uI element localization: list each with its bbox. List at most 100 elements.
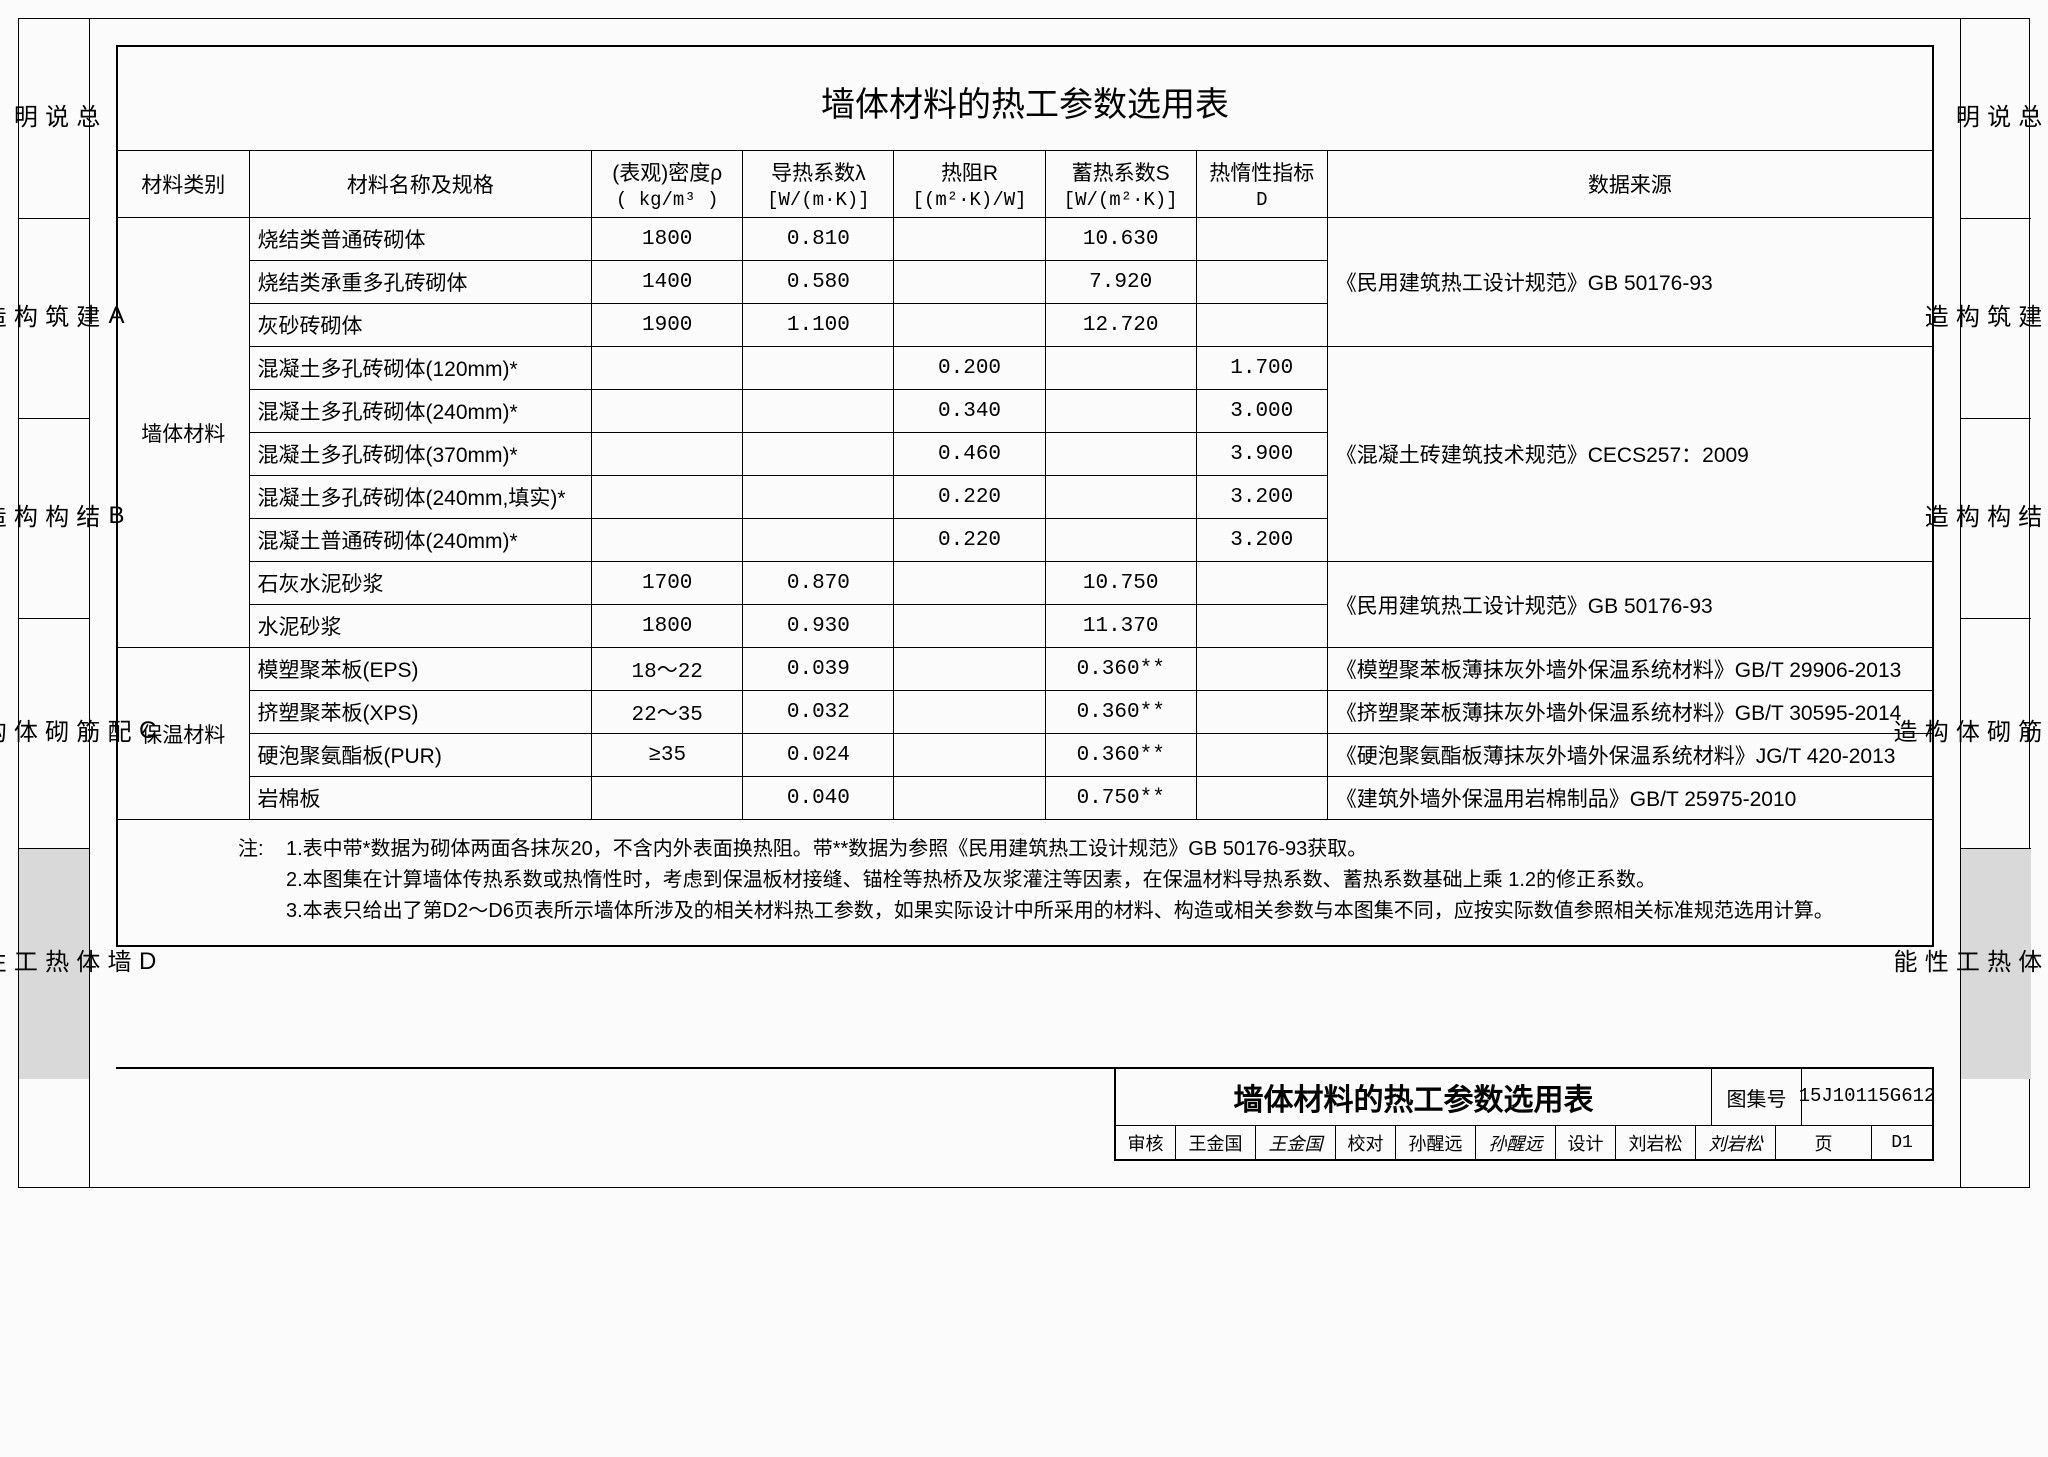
section-tab-overview[interactable]: 总 说 明 xyxy=(19,19,89,219)
cell-rho: 1700 xyxy=(592,562,743,605)
source-cell: 《混凝土砖建筑技术规范》CECS257：2009 xyxy=(1327,347,1932,562)
role-name: 王金国 xyxy=(1176,1126,1256,1159)
section-tab-arch[interactable]: A 建 筑 构 造 xyxy=(19,219,89,419)
section-tab-thermal[interactable]: D 墙 体 热 工 性 能 xyxy=(19,849,89,1079)
section-tab-label: 总 说 明 xyxy=(1949,104,2043,134)
role-label: 设计 xyxy=(1556,1126,1616,1159)
right-tab-strip: 总 说 明A 建 筑 构 造B 结 构 构 造C 配 筋 砌 体 构 造D 墙 … xyxy=(1961,19,2031,1187)
section-tab-thermal[interactable]: D 墙 体 热 工 性 能 xyxy=(1961,849,2031,1079)
cell-rho: 1900 xyxy=(592,304,743,347)
cell-S: 11.370 xyxy=(1045,605,1196,648)
cell-lambda: 0.040 xyxy=(743,777,894,820)
source-cell: 《挤塑聚苯板薄抹灰外墙外保温系统材料》GB/T 30595-2014 xyxy=(1327,691,1932,734)
table-row: 挤塑聚苯板(XPS)22～350.0320.360**《挤塑聚苯板薄抹灰外墙外保… xyxy=(118,691,1932,734)
footnote-text: 2.本图集在计算墙体传热系数或热惰性时，考虑到保温板材接缝、锚栓等热桥及灰浆灌注… xyxy=(286,869,1656,891)
table-row: 混凝土多孔砖砌体(120mm)*0.2001.700《混凝土砖建筑技术规范》CE… xyxy=(118,347,1932,390)
cell-D xyxy=(1196,777,1327,820)
cell-D xyxy=(1196,691,1327,734)
cell-D xyxy=(1196,218,1327,261)
cell-R: 0.340 xyxy=(894,390,1045,433)
col-header-name: 材料名称及规格 xyxy=(249,151,592,218)
material-name: 石灰水泥砂浆 xyxy=(249,562,592,605)
col-header-label: (表观)密度ρ xyxy=(612,162,722,185)
material-name: 模塑聚苯板(EPS) xyxy=(249,648,592,691)
cell-R: 0.220 xyxy=(894,476,1045,519)
col-header-label: 热惰性指标 xyxy=(1209,162,1314,185)
material-name: 岩棉板 xyxy=(249,777,592,820)
cell-D xyxy=(1196,562,1327,605)
footnotes: 注:1.表中带*数据为砌体两面各抹灰20，不含内外表面换热阻。带**数据为参照《… xyxy=(238,834,1892,927)
cell-S: 12.720 xyxy=(1045,304,1196,347)
cell-R xyxy=(894,691,1045,734)
cell-lambda xyxy=(743,433,894,476)
material-name: 灰砂砖砌体 xyxy=(249,304,592,347)
footnote-label: 注: xyxy=(238,834,286,865)
cell-S xyxy=(1045,347,1196,390)
cell-R xyxy=(894,304,1045,347)
footnote-text: 1.表中带*数据为砌体两面各抹灰20，不含内外表面换热阻。带**数据为参照《民用… xyxy=(286,838,1367,860)
cell-rho xyxy=(592,390,743,433)
cell-D: 1.700 xyxy=(1196,347,1327,390)
cell-lambda xyxy=(743,519,894,562)
material-name: 挤塑聚苯板(XPS) xyxy=(249,691,592,734)
cell-lambda: 0.930 xyxy=(743,605,894,648)
cell-D xyxy=(1196,304,1327,347)
cell-S xyxy=(1045,519,1196,562)
cell-lambda: 0.580 xyxy=(743,261,894,304)
section-tab-rebar[interactable]: C 配 筋 砌 体 构 造 xyxy=(19,619,89,849)
cell-rho xyxy=(592,777,743,820)
set-no-value: 15J10115G612 xyxy=(1802,1069,1932,1125)
source-cell: 《民用建筑热工设计规范》GB 50176-93 xyxy=(1327,218,1932,347)
col-header-label: 材料名称及规格 xyxy=(347,174,494,197)
col-header-S: 蓄热系数S[W/(m²·K)] xyxy=(1045,151,1196,218)
source-cell: 《硬泡聚氨酯板薄抹灰外墙外保温系统材料》JG/T 420-2013 xyxy=(1327,734,1932,777)
cell-S: 0.360** xyxy=(1045,691,1196,734)
cell-R xyxy=(894,648,1045,691)
cell-S: 10.750 xyxy=(1045,562,1196,605)
source-cell: 《模塑聚苯板薄抹灰外墙外保温系统材料》GB/T 29906-2013 xyxy=(1327,648,1932,691)
footnote-text: 3.本表只给出了第D2～D6页表所示墙体所涉及的相关材料热工参数，如果实际设计中… xyxy=(286,900,1834,922)
cell-S xyxy=(1045,433,1196,476)
cell-R: 0.460 xyxy=(894,433,1045,476)
section-tab-overview[interactable]: 总 说 明 xyxy=(1961,19,2031,219)
section-tab-arch[interactable]: A 建 筑 构 造 xyxy=(1961,219,2031,419)
col-header-label: 数据来源 xyxy=(1588,174,1672,197)
cell-R xyxy=(894,605,1045,648)
table-row: 墙体材料烧结类普通砖砌体18000.81010.630《民用建筑热工设计规范》G… xyxy=(118,218,1932,261)
cell-D: 3.200 xyxy=(1196,476,1327,519)
material-name: 烧结类承重多孔砖砌体 xyxy=(249,261,592,304)
cell-rho: 1400 xyxy=(592,261,743,304)
material-name: 混凝土普通砖砌体(240mm)* xyxy=(249,519,592,562)
category-cell: 墙体材料 xyxy=(118,218,249,648)
section-tab-rebar[interactable]: C 配 筋 砌 体 构 造 xyxy=(1961,619,2031,849)
cell-rho: 1800 xyxy=(592,218,743,261)
cell-D xyxy=(1196,648,1327,691)
section-tab-label: A 建 筑 构 造 xyxy=(1918,302,2048,335)
category-cell: 保温材料 xyxy=(118,648,249,820)
cell-lambda xyxy=(743,390,894,433)
cell-R xyxy=(894,734,1045,777)
cell-R xyxy=(894,777,1045,820)
section-tab-label: C 配 筋 砌 体 构 造 xyxy=(1887,717,2048,750)
cell-rho xyxy=(592,476,743,519)
cell-rho xyxy=(592,519,743,562)
footnote-line: 2.本图集在计算墙体传热系数或热惰性时，考虑到保温板材接缝、锚栓等热桥及灰浆灌注… xyxy=(238,865,1892,896)
parameter-table: 材料类别材料名称及规格(表观)密度ρ( kg/m³ )导热系数λ[W/(m·K)… xyxy=(118,150,1932,820)
page-number: D1 xyxy=(1872,1126,1932,1159)
col-header-unit: [W/(m·K)] xyxy=(751,189,885,211)
cell-R: 0.200 xyxy=(894,347,1045,390)
material-name: 混凝土多孔砖砌体(120mm)* xyxy=(249,347,592,390)
cell-R xyxy=(894,261,1045,304)
cell-S xyxy=(1045,476,1196,519)
cell-rho xyxy=(592,433,743,476)
cell-R: 0.220 xyxy=(894,519,1045,562)
signature-row: 审核王金国王金国校对孙醒远孙醒远设计刘岩松刘岩松页D1 xyxy=(1116,1125,1932,1159)
section-tab-struct[interactable]: B 结 构 构 造 xyxy=(19,419,89,619)
cell-D xyxy=(1196,605,1327,648)
section-tab-struct[interactable]: B 结 构 构 造 xyxy=(1961,419,2031,619)
drawing-frame: 总 说 明A 建 筑 构 造B 结 构 构 造C 配 筋 砌 体 构 造D 墙 … xyxy=(18,18,2030,1188)
cell-D: 3.000 xyxy=(1196,390,1327,433)
cell-S: 0.360** xyxy=(1045,648,1196,691)
source-cell: 《建筑外墙外保温用岩棉制品》GB/T 25975-2010 xyxy=(1327,777,1932,820)
cell-rho: 22～35 xyxy=(592,691,743,734)
